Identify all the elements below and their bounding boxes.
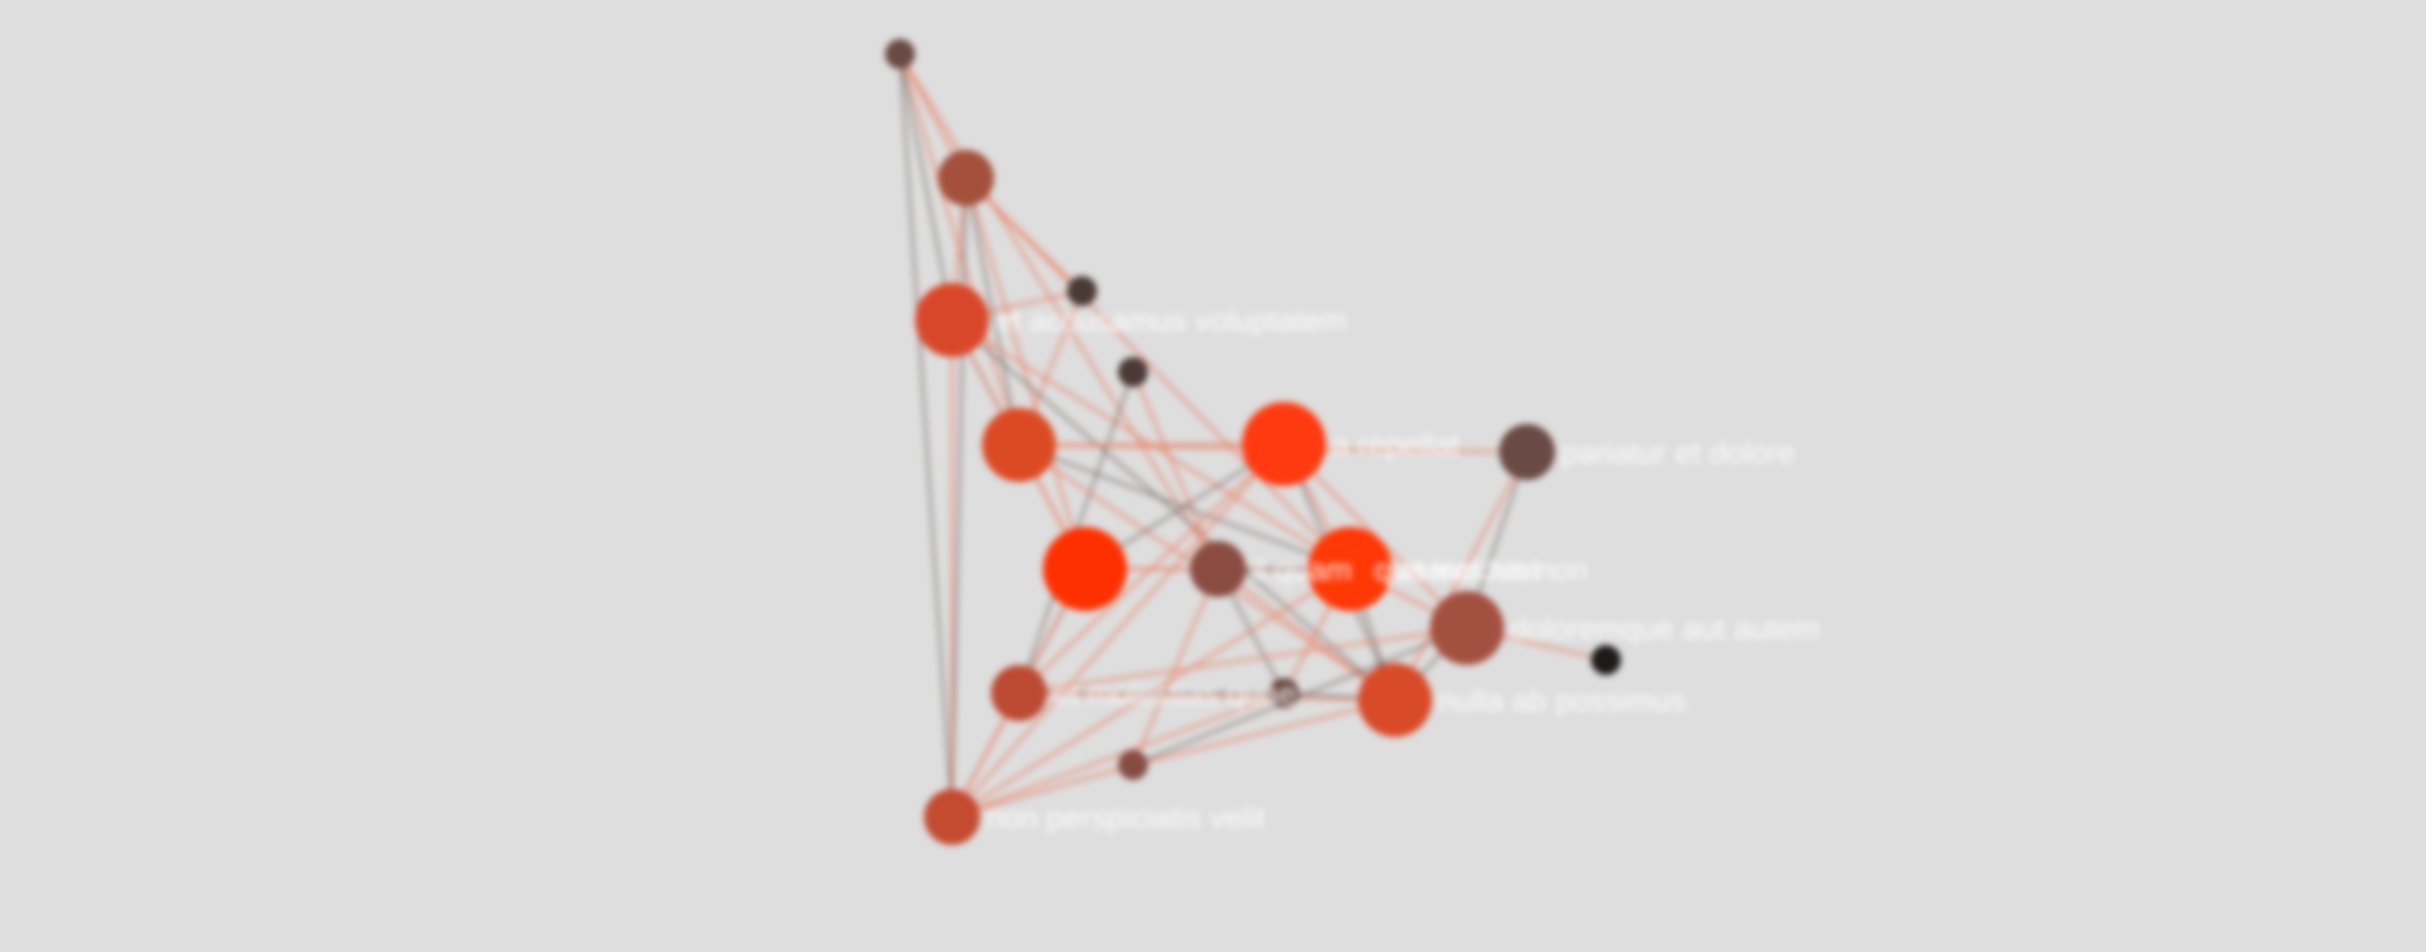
graph-node-n7[interactable]: [1499, 424, 1555, 480]
graph-node-n15[interactable]: [1269, 678, 1299, 708]
node-layer: [885, 39, 1621, 845]
graph-node-n2[interactable]: [1067, 276, 1097, 306]
edge-n4-n9: [1131, 371, 1220, 570]
edge-n1-n8: [964, 177, 1087, 570]
edge-n9-n17: [1131, 568, 1220, 766]
node-label-n7: pariatur et dolore: [1561, 435, 1795, 470]
edge-n15-n18: [951, 691, 1285, 819]
graph-node-n8[interactable]: [1043, 527, 1127, 611]
edge-n16-n17: [1132, 698, 1396, 767]
graph-node-n4[interactable]: [1118, 357, 1148, 387]
edge-n3-n16: [951, 319, 1396, 701]
edge-n17-n12: [1132, 626, 1468, 767]
graph-node-n9[interactable]: [1190, 541, 1246, 597]
node-label-n6: a repellat: [1332, 427, 1460, 462]
graph-node-n0[interactable]: [885, 39, 915, 69]
node-label-n16: nulla ab possimus: [1438, 683, 1686, 718]
graph-node-n5[interactable]: [982, 408, 1056, 482]
edge-n0-n18: [898, 53, 954, 818]
graph-node-n13[interactable]: [1591, 645, 1621, 675]
edge-n17-n18: [951, 763, 1134, 819]
graph-node-n6[interactable]: [1242, 402, 1326, 486]
graph-node-n14[interactable]: [991, 665, 1047, 721]
node-label-n3: et accusamus voluptatem: [995, 303, 1347, 338]
node-label-n11: quaerat nis non: [1374, 552, 1588, 587]
edge-n0-n3: [898, 53, 954, 321]
node-label-n9: il quam: [1252, 552, 1352, 587]
graph-node-n1[interactable]: [938, 150, 994, 206]
label-layer: et accusamus voluptatem a repellat pariatu…: [986, 303, 1820, 835]
graph-node-n16[interactable]: [1358, 663, 1432, 737]
edge-n1-n18: [950, 177, 968, 818]
edge-n7-n16: [1393, 451, 1529, 701]
edge-n6-n18: [950, 443, 1286, 818]
node-label-n12: doloremque aut autem: [1510, 611, 1820, 646]
graph-node-n10[interactable]: [1308, 527, 1392, 611]
edge-n12-n14: [1018, 626, 1468, 695]
edge-n14-n16: [1018, 691, 1396, 702]
edge-n0-n9: [898, 53, 1220, 570]
node-label-n14: et molestias quae: [1053, 676, 1296, 711]
node-label-n10: at incidunt: [1398, 552, 1540, 587]
graph-node-n17[interactable]: [1118, 750, 1148, 780]
node-label-n18: non perspiciatis velit: [986, 800, 1266, 835]
graph-node-n3[interactable]: [915, 283, 989, 357]
edge-n1-n10: [964, 176, 1352, 571]
graph-node-n18[interactable]: [924, 789, 980, 845]
graph-node-n12[interactable]: [1430, 591, 1504, 665]
